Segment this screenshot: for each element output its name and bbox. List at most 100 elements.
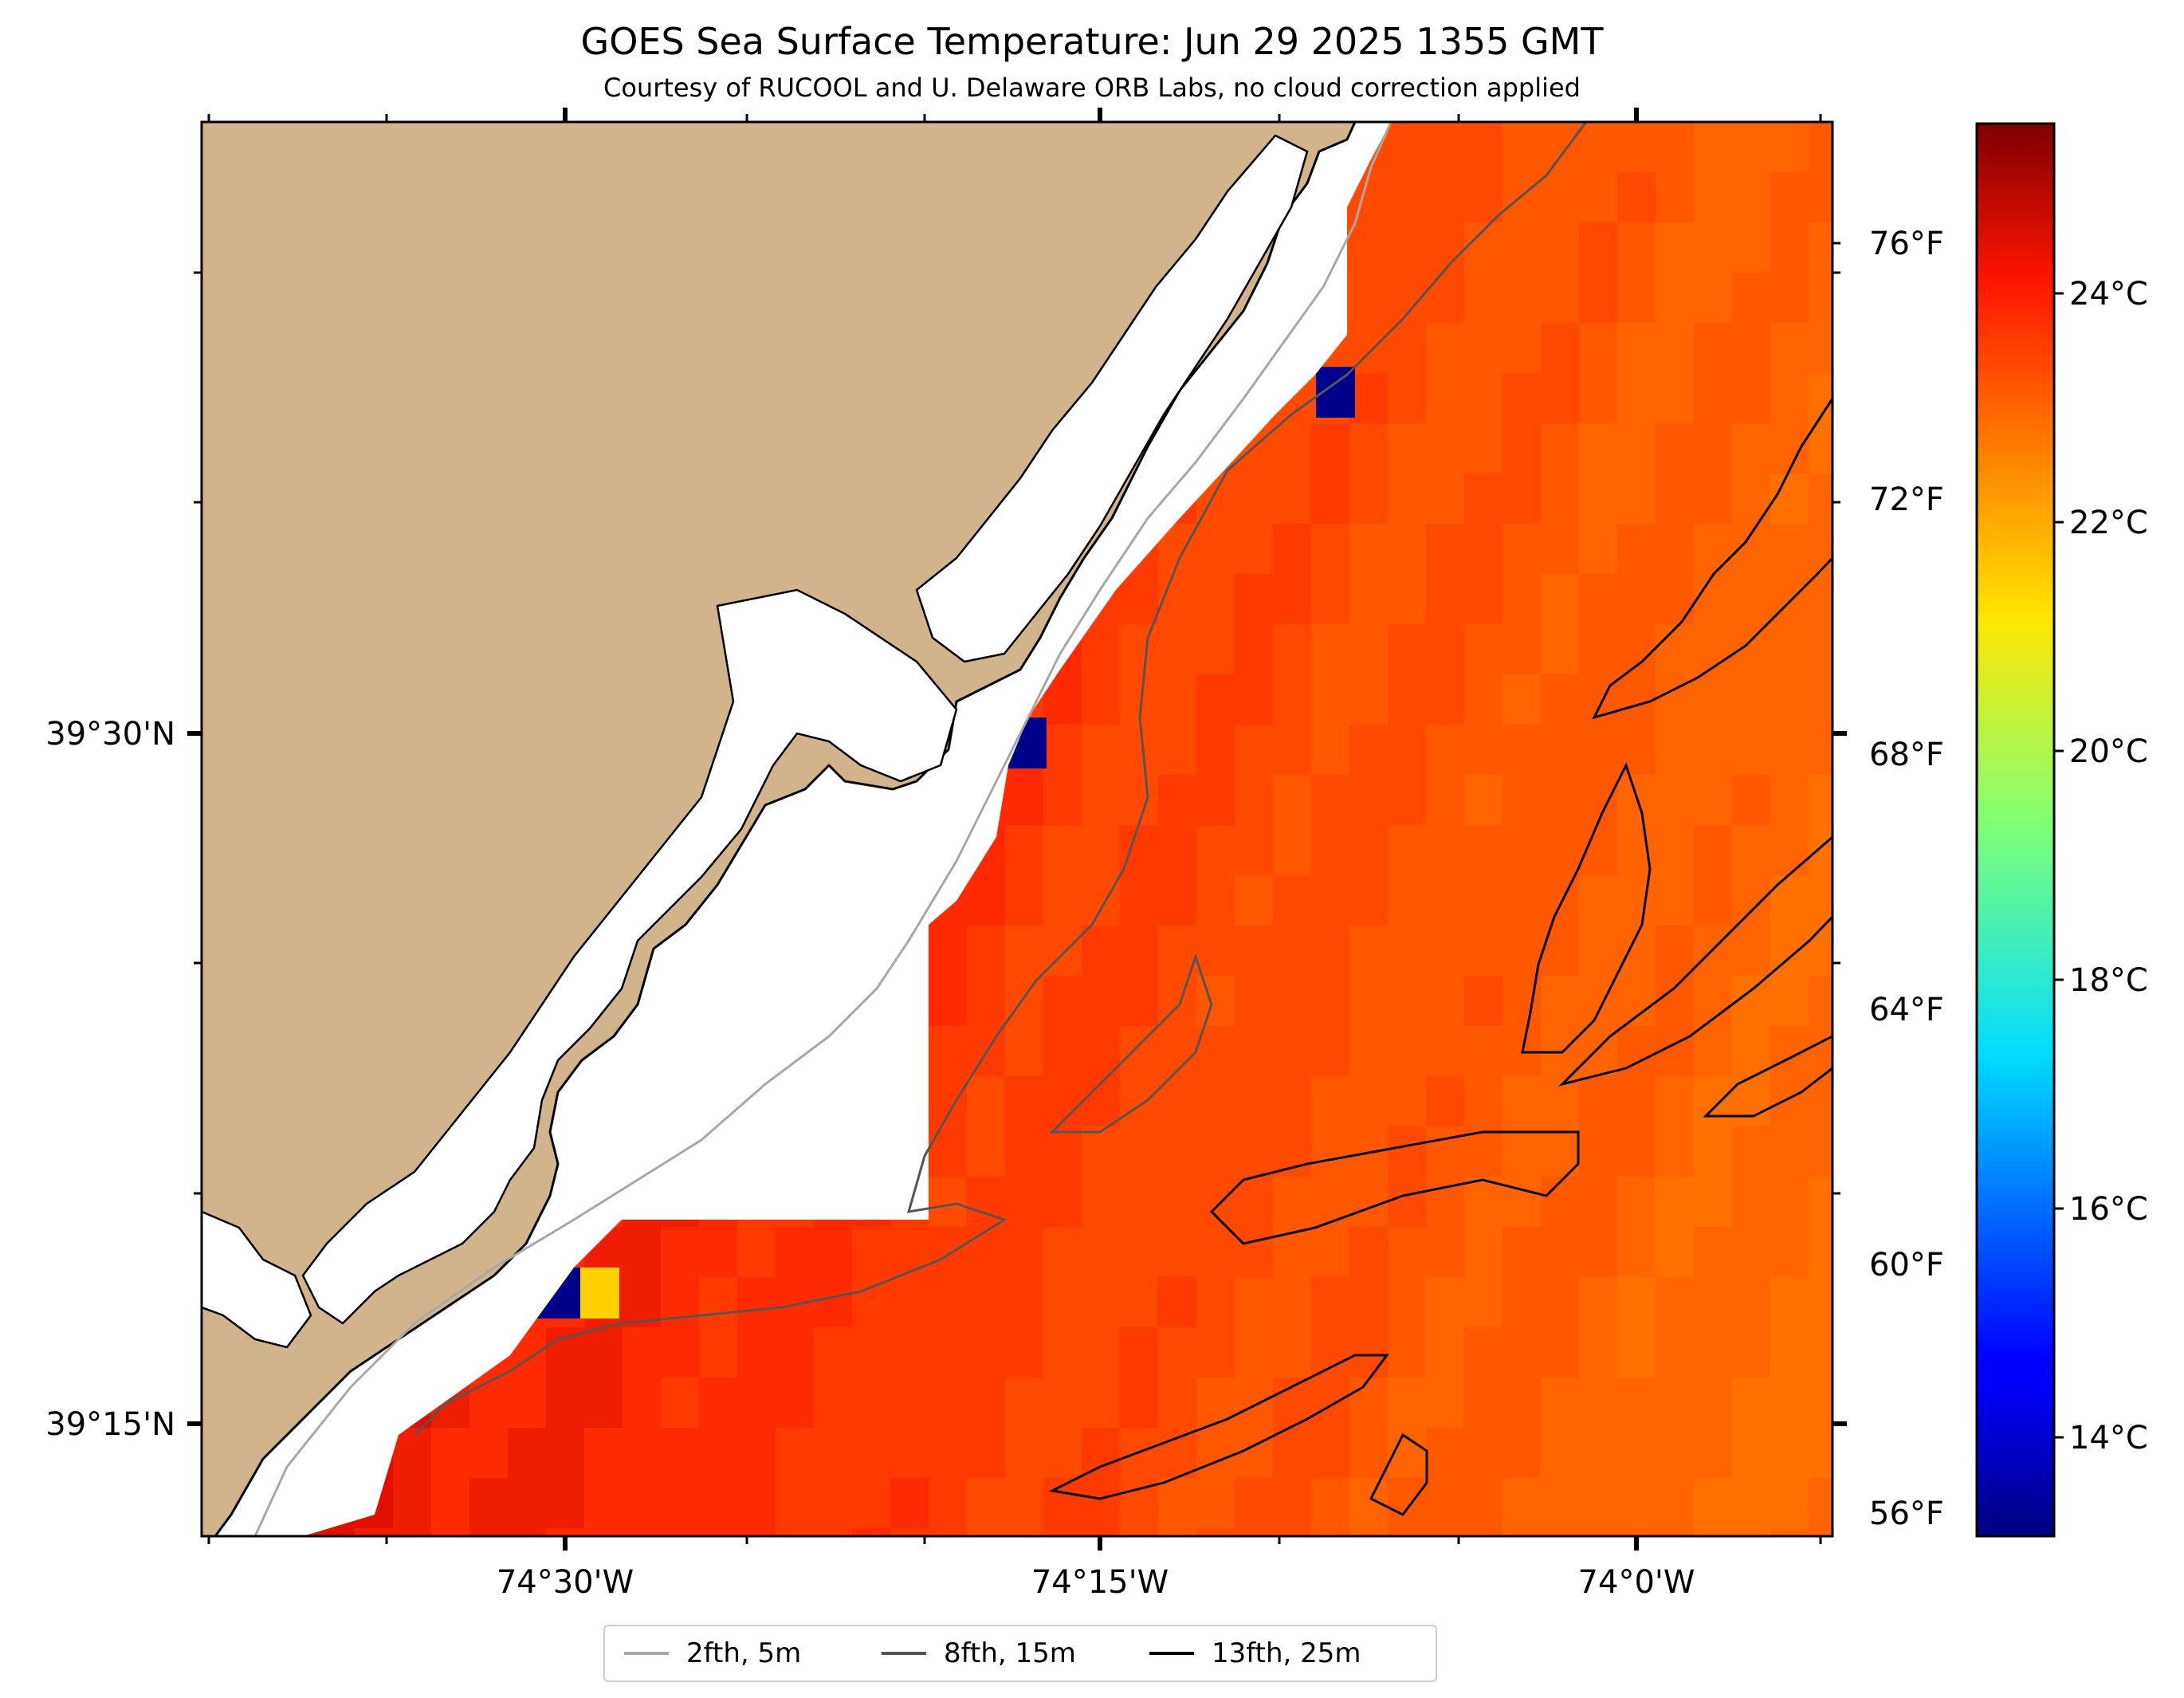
sst-cell (1311, 1378, 1350, 1429)
sst-cell (1349, 674, 1389, 725)
sst-cell (967, 875, 1006, 926)
sst-cell (1235, 1327, 1274, 1378)
sst-cell (852, 1528, 891, 1536)
sst-cell (1464, 926, 1503, 977)
sst-cell (1005, 1076, 1044, 1127)
sst-cell (1809, 875, 1832, 926)
sst-cell (1349, 524, 1389, 575)
sst-cell (1502, 273, 1542, 324)
sst-cell (1464, 1327, 1503, 1378)
sst-cell (737, 1227, 776, 1278)
sst-cell (1502, 122, 1542, 173)
sst-cell (1158, 1126, 1197, 1177)
sst-cell (1502, 1428, 1542, 1479)
sst-cell (584, 1528, 623, 1536)
sst-cell (1158, 825, 1197, 876)
sst-cell (1005, 1378, 1044, 1429)
sst-cell (1120, 1227, 1159, 1278)
sst-cell (1656, 474, 1695, 525)
sst-cell (1082, 725, 1121, 776)
map-frame (200, 120, 1834, 1538)
sst-cell (1158, 674, 1197, 725)
sst-cell (1082, 1227, 1121, 1278)
sst-cell (1235, 1227, 1274, 1278)
sst-cell (1579, 1227, 1618, 1278)
sst-cell (1082, 1428, 1121, 1479)
sst-cell (1196, 524, 1235, 575)
sst-cell (1043, 825, 1082, 876)
sst-cell (1694, 222, 1733, 273)
sst-cell (890, 1227, 929, 1278)
sst-cell (1656, 1227, 1695, 1278)
sst-cell (1770, 1277, 1809, 1328)
sst-cell (1579, 1327, 1618, 1378)
sst-cell (623, 1378, 662, 1429)
sst-cell (1426, 524, 1465, 575)
sst-cell (1809, 1126, 1832, 1177)
sst-cell (1196, 574, 1235, 625)
sst-cell (1694, 323, 1733, 374)
sst-cell (1349, 1227, 1389, 1278)
sst-cell (1388, 122, 1427, 173)
sst-cell (1120, 1026, 1159, 1077)
sst-cell (1617, 976, 1656, 1027)
sst-cell (623, 1227, 662, 1278)
sst-cell (890, 1528, 929, 1536)
sst-cell (1388, 1177, 1427, 1228)
sst-cell (1464, 524, 1503, 575)
sst-cell (1426, 1026, 1465, 1077)
sst-cell (1388, 172, 1427, 223)
sst-cell (1426, 172, 1465, 223)
sst-cell (1464, 825, 1503, 876)
sst-cell (1464, 1528, 1503, 1536)
celsius-tick-label: 22°C (2069, 505, 2148, 541)
sst-cell (1388, 674, 1427, 725)
sst-cell (1732, 323, 1771, 374)
sst-cell (1235, 926, 1274, 977)
sst-cell (1426, 825, 1465, 876)
sst-cell (776, 1378, 815, 1429)
sst-cell (1770, 674, 1809, 725)
sst-cell (1694, 423, 1733, 474)
sst-cell (1464, 1227, 1503, 1278)
isobath-legend: 2fth, 5m 8fth, 15m 13fth, 25m (603, 1625, 1437, 1682)
sst-cell (1770, 1528, 1809, 1536)
sst-cell (814, 1277, 853, 1328)
sst-cell (1809, 474, 1832, 525)
sst-cell (1617, 474, 1656, 525)
sst-cell (1311, 825, 1350, 876)
sst-cell (1464, 423, 1503, 474)
sst-cell (1311, 1126, 1350, 1177)
sst-cell (1426, 474, 1465, 525)
sst-cell (1617, 574, 1656, 625)
sst-cell (1426, 725, 1465, 776)
sst-cell (1196, 775, 1235, 826)
sst-cell (1388, 1378, 1427, 1429)
sst-cell (1694, 524, 1733, 575)
sst-cell (1809, 624, 1832, 675)
sst-cell (1656, 1378, 1695, 1429)
sst-cell (1617, 674, 1656, 725)
sst-cell (967, 1428, 1006, 1479)
sst-cell (1464, 474, 1503, 525)
sst-cell (1541, 1177, 1580, 1228)
sst-cell (1196, 1076, 1235, 1127)
sst-cell (1349, 1428, 1389, 1479)
sst-cell (1273, 1227, 1312, 1278)
sst-cell (1426, 624, 1465, 675)
sst-cell (1617, 1177, 1656, 1228)
sst-cell (1426, 222, 1465, 273)
sst-cell (1349, 373, 1389, 424)
sst-cell (1311, 674, 1350, 725)
sst-cell (1502, 423, 1542, 474)
sst-cell (1770, 1327, 1809, 1378)
sst-cell (1809, 172, 1832, 223)
sst-cell (1120, 1126, 1159, 1177)
sst-cell (1120, 1076, 1159, 1127)
sst-cell (1732, 574, 1771, 625)
sst-cell (1158, 725, 1197, 776)
sst-cell (1617, 222, 1656, 273)
sst-cell (1617, 1227, 1656, 1278)
sst-cell (1273, 976, 1312, 1027)
sst-cell (1388, 474, 1427, 525)
